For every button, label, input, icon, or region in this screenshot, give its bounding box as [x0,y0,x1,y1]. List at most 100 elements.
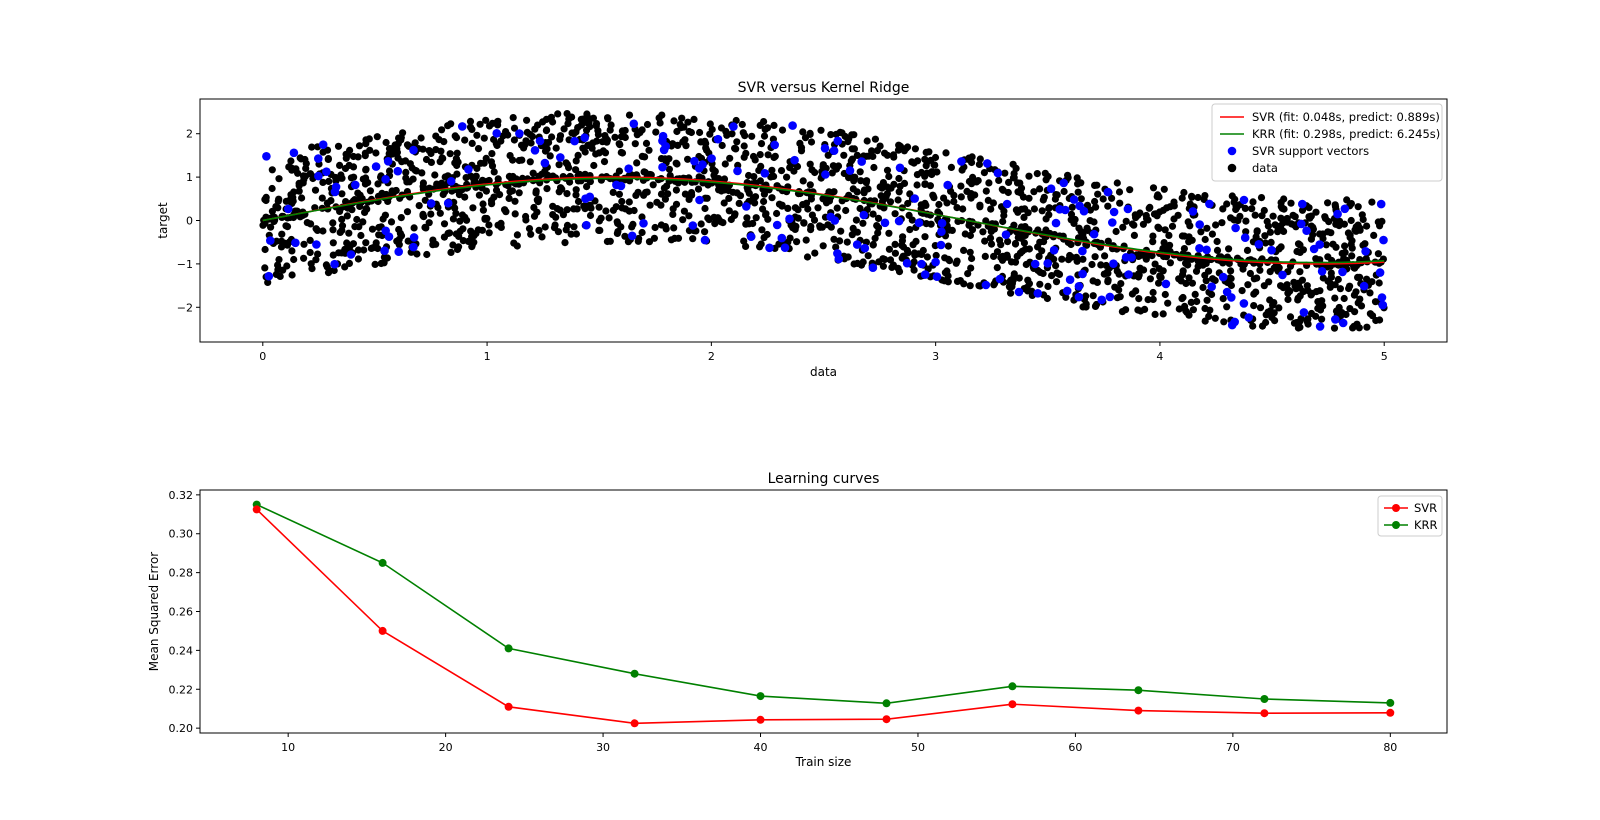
data-point [804,205,812,213]
support-vector-point [780,243,790,252]
support-vector-point [932,272,942,282]
data-point [311,186,320,194]
data-point [976,201,984,209]
data-point [1004,238,1012,246]
data-point [1294,296,1302,304]
curve-point [1008,700,1017,709]
support-vector-point [1103,187,1113,197]
data-point [1151,310,1159,318]
support-vector-point [1079,206,1089,216]
data-point [794,214,802,222]
data-point [466,123,475,131]
data-point [923,253,932,261]
y-tick-label: 0.24 [169,644,194,657]
y-axis-ticks: 0.20 0.22 0.24 0.26 0.28 0.30 0.32 [169,489,200,735]
data-point [669,210,677,218]
data-point [997,241,1005,249]
support-vector-point [1338,318,1348,328]
y-tick-label: 0.26 [169,606,194,619]
data-point [842,206,850,215]
data-point [573,205,581,213]
data-point [1213,246,1222,254]
data-point [679,216,687,224]
data-point [670,117,678,125]
data-point [1077,195,1085,203]
data-point [511,197,519,205]
data-point [553,205,561,213]
data-point [891,240,899,248]
support-vector-point [1315,322,1325,331]
data-point [275,175,283,183]
data-point [1307,235,1315,243]
data-point [965,177,974,186]
data-point [705,216,713,224]
data-point [859,219,867,227]
data-point [325,177,333,185]
data-point [732,145,740,153]
data-point [488,150,496,158]
support-vector-point [1302,226,1311,235]
data-point [1234,217,1242,225]
data-point [1163,204,1171,212]
data-point [341,263,349,271]
data-point [674,141,682,149]
support-vector-point [393,166,403,176]
data-point [546,152,554,160]
data-point [1197,228,1205,236]
data-point [1347,240,1355,248]
data-point [741,132,749,140]
data-point [989,199,998,207]
data-point [1156,272,1164,280]
data-point [1188,236,1196,244]
data-point [885,245,894,253]
data-point [1104,237,1112,245]
data-point [1352,288,1360,296]
data-point [487,197,496,205]
legend-label: data [1252,161,1278,175]
data-point [485,122,494,130]
data-point [694,185,703,193]
data-point [1111,283,1119,291]
data-point [638,213,646,221]
data-point [1240,260,1248,268]
data-point [449,215,457,223]
data-point [990,252,998,260]
support-vector-point [580,133,589,142]
data-point [1045,204,1053,213]
data-point [1193,297,1201,306]
support-vector-point [1074,282,1084,291]
data-point [395,225,403,234]
data-point [876,142,884,150]
data-point [646,201,654,209]
support-vector-point [581,194,590,203]
data-point [288,247,296,255]
data-point [1160,239,1168,247]
support-vector-point [993,168,1003,178]
data-point [1130,231,1138,239]
support-vector-point [833,249,842,258]
data-point [1277,243,1285,251]
data-point [485,221,493,229]
data-point [572,157,580,165]
support-vector-point [829,146,839,155]
data-point [1119,223,1127,231]
data-point [701,137,709,145]
data-point [1324,277,1332,285]
data-point [1286,313,1295,321]
data-point [1134,306,1142,314]
support-vector-point [1240,233,1250,242]
support-vector-point [937,218,947,228]
data-point [434,203,442,212]
data-point [1273,262,1281,270]
data-point [911,145,920,153]
data-point [661,195,670,203]
data-point [865,152,873,160]
data-point [598,138,607,146]
data-point [1149,267,1157,275]
data-point [767,173,775,181]
data-point [819,161,827,169]
data-point [563,190,571,198]
learning-curve-line [256,508,1391,725]
data-point [1064,174,1072,182]
data-point [422,224,430,232]
